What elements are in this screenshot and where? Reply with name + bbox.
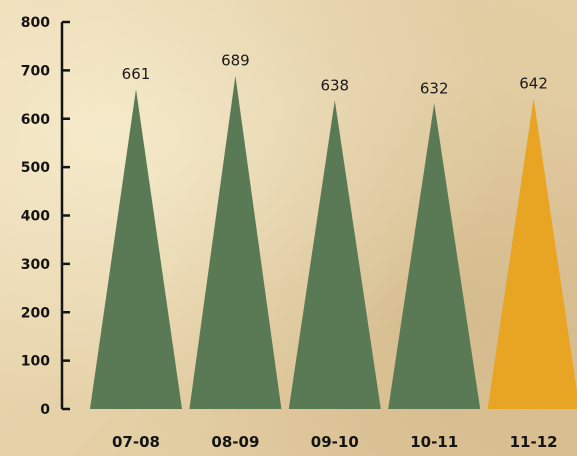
x-tick-label: 07-08 — [112, 433, 160, 451]
y-tick-label: 200 — [21, 305, 50, 321]
y-tick-label: 300 — [21, 257, 50, 273]
data-labels: 661 689 638 632 642 — [122, 52, 548, 98]
data-label: 661 — [122, 65, 151, 83]
data-label: 638 — [320, 76, 349, 94]
x-tick-label: 08-09 — [211, 433, 259, 451]
data-label: 689 — [221, 52, 250, 70]
y-tick-label: 700 — [21, 63, 50, 79]
data-label: 642 — [519, 74, 548, 92]
y-tick-label: 800 — [21, 15, 50, 31]
bar-triangle — [487, 98, 577, 409]
y-tick-label: 500 — [21, 160, 50, 176]
x-axis-ticks: 07-08 08-09 09-10 10-11 11-12 — [112, 433, 558, 451]
y-axis: 0 100 200 300 400 500 600 700 800 — [21, 15, 70, 418]
y-tick-label: 0 — [40, 402, 50, 418]
y-tick-label: 400 — [21, 209, 50, 225]
bar-triangle — [288, 100, 381, 410]
x-tick-label: 10-11 — [410, 433, 458, 451]
bar-triangle — [90, 89, 182, 410]
x-tick-label: 09-10 — [311, 433, 359, 451]
y-tick-label: 600 — [21, 112, 50, 128]
bar-triangle — [388, 103, 481, 410]
bar-triangle — [189, 75, 282, 409]
data-label: 632 — [420, 79, 449, 97]
y-tick-label: 100 — [21, 354, 50, 370]
bars — [90, 75, 577, 410]
x-tick-label: 11-12 — [510, 433, 558, 451]
